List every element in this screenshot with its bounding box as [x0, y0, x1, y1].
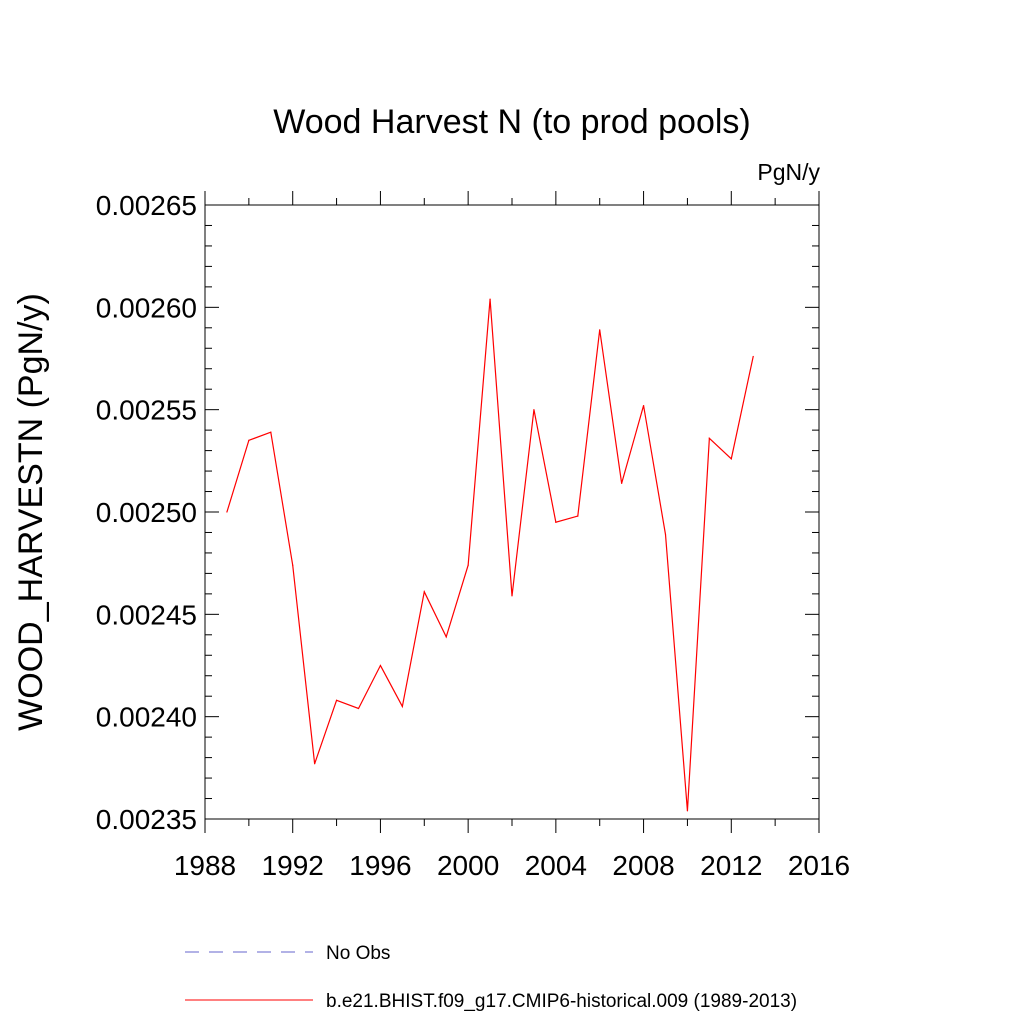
data-point: [292, 564, 294, 566]
data-point: [226, 511, 228, 513]
chart-title: Wood Harvest N (to prod pools): [273, 103, 750, 141]
data-point: [555, 521, 557, 523]
units-label: PgN/y: [757, 159, 820, 185]
data-point: [379, 664, 382, 667]
x-tick-label: 1988: [174, 850, 236, 881]
data-point: [248, 439, 250, 441]
x-tick-label: 1996: [349, 850, 411, 881]
x-tick-label: 2004: [525, 850, 587, 881]
data-point: [752, 355, 754, 358]
data-point: [708, 437, 710, 439]
data-point: [664, 533, 667, 536]
data-point: [314, 763, 316, 765]
x-tick-label: 2000: [437, 850, 499, 881]
x-tick-label: 2012: [700, 850, 762, 881]
x-tick-label: 2008: [612, 850, 674, 881]
data-point: [270, 431, 272, 433]
y-tick-label: 0.00235: [96, 804, 197, 835]
legend-label: b.e21.BHIST.f09_g17.CMIP6-historical.009…: [326, 991, 797, 1012]
data-point: [511, 595, 513, 597]
data-point: [730, 458, 732, 460]
data-point: [642, 404, 645, 407]
data-point: [423, 591, 425, 593]
plot-frame: [204, 204, 820, 820]
y-tick-label: 0.00245: [96, 599, 197, 630]
data-point: [533, 409, 535, 411]
data-point: [357, 707, 360, 710]
y-axis-label: WOOD_HARVESTN (PgN/y): [12, 293, 50, 731]
y-tick-label: 0.00240: [96, 702, 197, 733]
data-point: [577, 515, 579, 517]
series-line: [226, 299, 754, 811]
legend: No Obs b.e21.BHIST.f09_g17.CMIP6-historic…: [185, 943, 797, 1012]
y-tick-label: 0.00260: [96, 292, 197, 323]
y-tick-label: 0.00255: [96, 395, 197, 426]
y-tick-label: 0.00250: [96, 497, 197, 528]
x-tick-label: 1992: [262, 850, 324, 881]
data-point: [599, 329, 601, 331]
data-point: [489, 298, 491, 300]
data-point: [686, 810, 689, 812]
legend-label: No Obs: [326, 943, 390, 964]
y-tick-label: 0.00265: [96, 190, 197, 221]
data-point: [401, 705, 403, 708]
data-point: [621, 482, 623, 484]
data-point: [445, 636, 447, 638]
plot-area: 0.00235 0.00240 0.00245 0.00250 0.00255 0.002…: [96, 190, 850, 881]
x-tick-label: 2016: [788, 850, 850, 881]
data-point: [335, 699, 338, 701]
data-point: [467, 564, 469, 566]
